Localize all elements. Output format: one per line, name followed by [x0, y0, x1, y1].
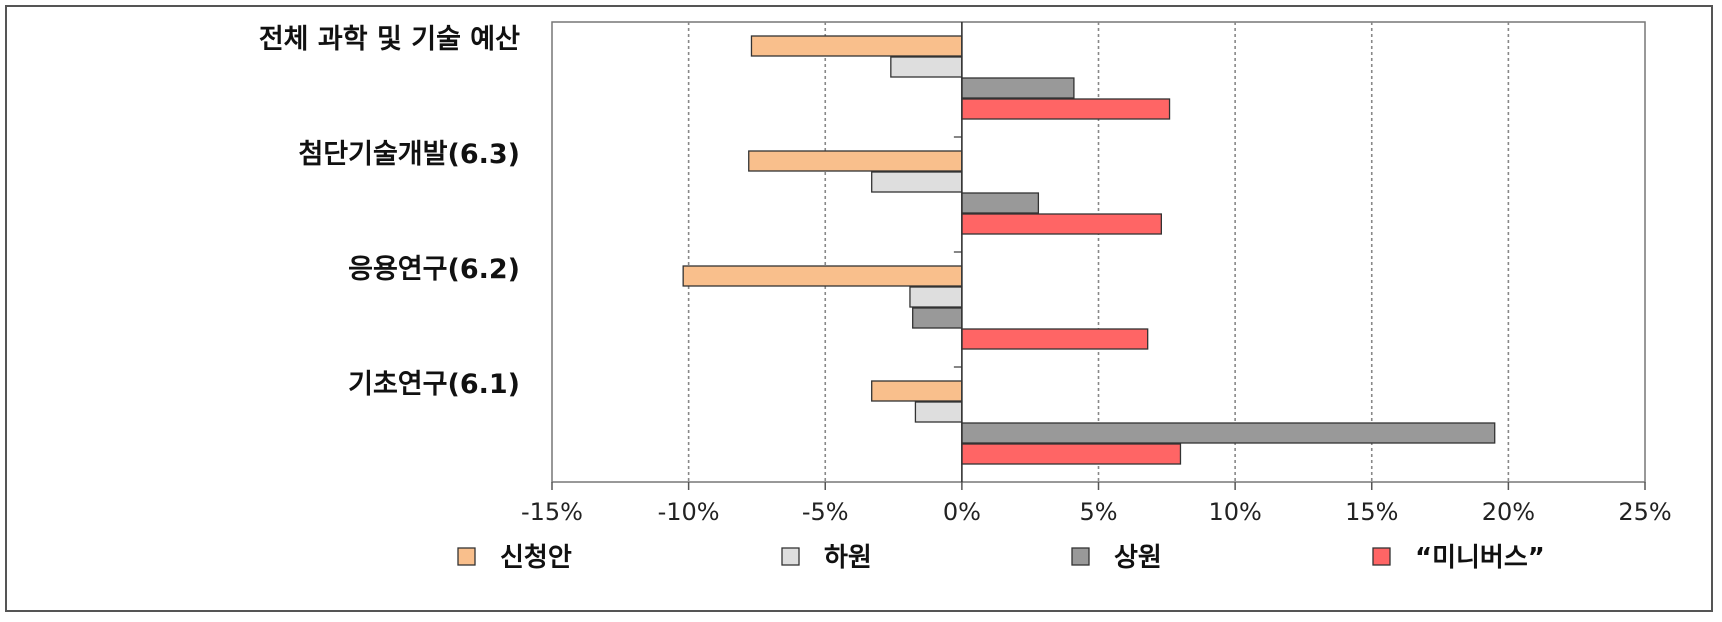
- bar: [961, 443, 1182, 465]
- bar: [871, 171, 963, 193]
- x-axis: -15% -10% -5% 0% 5% 10% 15% 20% 25%: [521, 22, 1672, 526]
- legend-swatch: [781, 547, 800, 566]
- bar: [961, 213, 1162, 235]
- bar: [961, 422, 1496, 444]
- legend-label: “미니버스”: [1415, 543, 1545, 573]
- bar: [748, 150, 963, 172]
- category-label: 첨단기술개발(6.3): [298, 139, 520, 170]
- x-tick-label: 15%: [1345, 498, 1398, 526]
- bar: [961, 98, 1171, 120]
- grid-lines: [687, 22, 1510, 482]
- bar: [909, 286, 963, 308]
- legend-label: 상원: [1114, 543, 1162, 573]
- legend: 신청안 하원 상원 “미니버스”: [457, 543, 1545, 573]
- legend-swatch: [1372, 547, 1391, 566]
- bar: [890, 56, 963, 78]
- bar: [961, 328, 1149, 350]
- bar: [682, 265, 963, 287]
- bar: [961, 192, 1040, 214]
- category-label: 응용연구(6.2): [348, 254, 520, 285]
- x-tick-label: 25%: [1618, 498, 1671, 526]
- x-tick-label: 20%: [1482, 498, 1535, 526]
- bar: [912, 307, 963, 329]
- bar: [961, 77, 1075, 99]
- bars: [682, 35, 1496, 465]
- bar: [914, 401, 963, 423]
- x-tick-label: 5%: [1079, 498, 1117, 526]
- legend-label: 신청안: [500, 543, 572, 573]
- legend-swatch: [1071, 547, 1090, 566]
- x-tick-label: -10%: [658, 498, 720, 526]
- legend-swatch: [457, 547, 476, 566]
- category-label: 전체 과학 및 기술 예산: [259, 24, 520, 55]
- bar: [871, 380, 963, 402]
- bar: [750, 35, 963, 57]
- legend-label: 하원: [824, 543, 872, 573]
- x-tick-label: -15%: [521, 498, 583, 526]
- category-label: 기초연구(6.1): [348, 369, 520, 400]
- x-tick-label: 10%: [1208, 498, 1261, 526]
- x-tick-label: -5%: [802, 498, 849, 526]
- x-tick-label: 0%: [943, 498, 981, 526]
